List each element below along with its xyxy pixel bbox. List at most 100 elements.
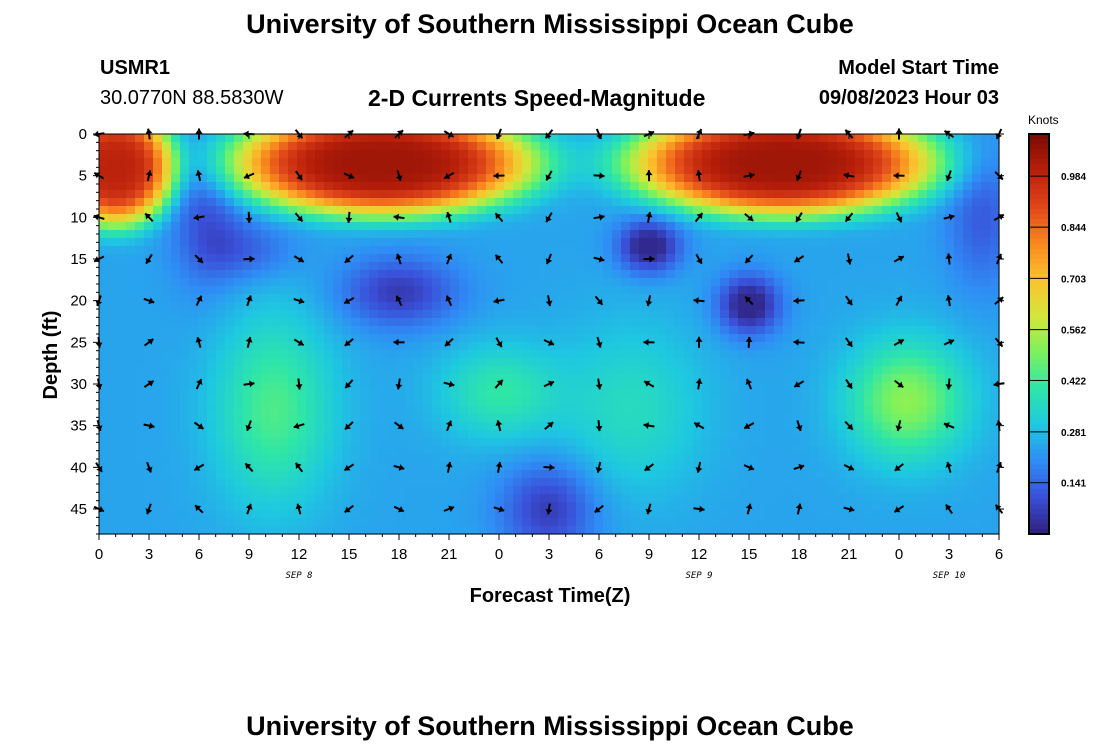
heatmap-cell xyxy=(819,302,829,311)
heatmap-cell xyxy=(828,414,838,423)
heatmap-cell xyxy=(396,342,406,351)
heatmap-cell xyxy=(639,134,649,143)
heatmap-cell xyxy=(684,454,694,463)
heatmap-cell xyxy=(891,494,901,503)
heatmap-cell xyxy=(216,326,226,335)
heatmap-cell xyxy=(819,190,829,199)
heatmap-cell xyxy=(108,190,118,199)
heatmap-cell xyxy=(990,254,1000,263)
heatmap-cell xyxy=(819,278,829,287)
heatmap-cell xyxy=(279,134,289,143)
heatmap-cell xyxy=(801,422,811,431)
heatmap-cell xyxy=(702,318,712,327)
heatmap-cell xyxy=(936,414,946,423)
heatmap-cell xyxy=(324,238,334,247)
heatmap-cell xyxy=(990,342,1000,351)
heatmap-cell xyxy=(918,494,928,503)
heatmap-cell xyxy=(702,526,712,535)
heatmap-cell xyxy=(666,430,676,439)
heatmap-cell xyxy=(918,470,928,479)
heatmap-cell xyxy=(702,262,712,271)
heatmap-cell xyxy=(234,206,244,215)
heatmap-cell xyxy=(594,366,604,375)
heatmap-cell xyxy=(981,318,991,327)
heatmap-cell xyxy=(333,150,343,159)
heatmap-cell xyxy=(828,254,838,263)
heatmap-cell xyxy=(486,518,496,527)
heatmap-cell xyxy=(684,158,694,167)
heatmap-cell xyxy=(459,518,469,527)
heatmap-cell xyxy=(531,206,541,215)
heatmap-cell xyxy=(216,430,226,439)
heatmap-cell xyxy=(774,422,784,431)
heatmap-cell xyxy=(639,438,649,447)
heatmap-cell xyxy=(621,262,631,271)
heatmap-cell xyxy=(135,206,145,215)
heatmap-cell xyxy=(882,334,892,343)
heatmap-cell xyxy=(567,190,577,199)
heatmap-cell xyxy=(288,246,298,255)
heatmap-cell xyxy=(144,350,154,359)
heatmap-cell xyxy=(801,302,811,311)
heatmap-cell xyxy=(873,350,883,359)
heatmap-cell xyxy=(468,286,478,295)
heatmap-cell xyxy=(432,302,442,311)
heatmap-cell xyxy=(549,214,559,223)
heatmap-cell xyxy=(243,486,253,495)
heatmap-cell xyxy=(180,158,190,167)
heatmap-cell xyxy=(774,318,784,327)
heatmap-cell xyxy=(369,166,379,175)
heatmap-cell xyxy=(648,510,658,519)
heatmap-cell xyxy=(180,262,190,271)
heatmap-cell xyxy=(360,246,370,255)
heatmap-cell xyxy=(198,518,208,527)
heatmap-cell xyxy=(756,398,766,407)
heatmap-cell xyxy=(360,406,370,415)
heatmap-cell xyxy=(747,134,757,143)
heatmap-cell xyxy=(819,262,829,271)
heatmap-cell xyxy=(171,238,181,247)
heatmap-cell xyxy=(963,494,973,503)
heatmap-cell xyxy=(360,158,370,167)
heatmap-cell xyxy=(126,150,136,159)
heatmap-cell xyxy=(252,414,262,423)
heatmap-cell xyxy=(414,486,424,495)
heatmap-cell xyxy=(279,190,289,199)
heatmap-cell xyxy=(621,454,631,463)
heatmap-cell xyxy=(450,350,460,359)
heatmap-cell xyxy=(855,246,865,255)
heatmap-cell xyxy=(891,198,901,207)
heatmap-cell xyxy=(495,526,505,535)
heatmap-cell xyxy=(360,198,370,207)
heatmap-cell xyxy=(162,182,172,191)
heatmap-cell xyxy=(882,510,892,519)
heatmap-cell xyxy=(765,422,775,431)
heatmap-cell xyxy=(441,350,451,359)
heatmap-cell xyxy=(666,198,676,207)
heatmap-cell xyxy=(315,342,325,351)
heatmap-cell xyxy=(639,222,649,231)
heatmap-cell xyxy=(675,422,685,431)
heatmap-cell xyxy=(747,190,757,199)
heatmap-cell xyxy=(495,438,505,447)
heatmap-cell xyxy=(855,278,865,287)
heatmap-cell xyxy=(693,190,703,199)
heatmap-cell xyxy=(612,446,622,455)
heatmap-cell xyxy=(963,198,973,207)
heatmap-cell xyxy=(972,318,982,327)
heatmap-cell xyxy=(630,430,640,439)
heatmap-cell xyxy=(441,462,451,471)
heatmap-cell xyxy=(225,414,235,423)
heatmap-cell xyxy=(882,246,892,255)
heatmap-cell xyxy=(774,294,784,303)
heatmap-cell xyxy=(387,142,397,151)
heatmap-cell xyxy=(513,374,523,383)
heatmap-cell xyxy=(99,286,109,295)
heatmap-cell xyxy=(630,438,640,447)
heatmap-cell xyxy=(504,182,514,191)
heatmap-cell xyxy=(675,526,685,535)
heatmap-cell xyxy=(900,302,910,311)
heatmap-cell xyxy=(657,398,667,407)
heatmap-cell xyxy=(315,502,325,511)
heatmap-cell xyxy=(495,174,505,183)
